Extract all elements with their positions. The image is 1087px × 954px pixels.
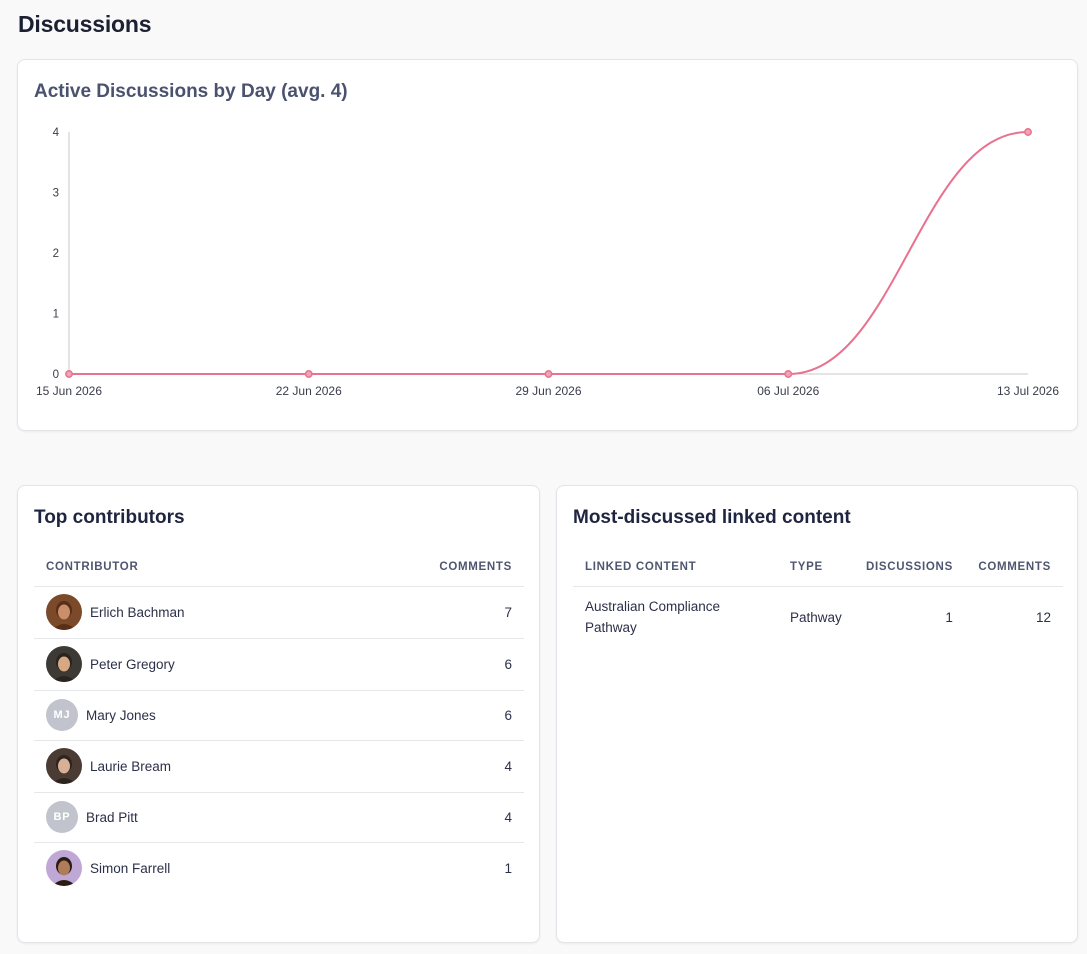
contributor-comments: 1 xyxy=(504,860,512,876)
linked-content-discussions: 1 xyxy=(945,609,953,625)
contributor-person: Erlich Bachman xyxy=(46,594,329,630)
type-column-header[interactable]: TYPE xyxy=(778,549,854,587)
user-photo-avatar xyxy=(46,594,82,630)
contributor-person: BP Brad Pitt xyxy=(46,801,329,833)
linked-content-comments: 12 xyxy=(1035,609,1051,625)
contributor-cell: MJ Mary Jones xyxy=(34,690,342,741)
linked-content-card: Most-discussed linked content LINKED CON… xyxy=(556,485,1078,943)
contributor-row[interactable]: BP Brad Pitt 4 xyxy=(34,792,524,843)
x-tick-label: 13 Jul 2026 xyxy=(997,384,1059,398)
x-tick-label: 06 Jul 2026 xyxy=(757,384,819,398)
x-tick-label: 22 Jun 2026 xyxy=(276,384,342,398)
contributor-name[interactable]: Erlich Bachman xyxy=(90,604,185,620)
contributor-comments: 6 xyxy=(341,690,524,741)
top-contributors-title: Top contributors xyxy=(34,507,185,528)
contributor-cell: Peter Gregory xyxy=(34,638,342,691)
discussions-column-header[interactable]: DISCUSSIONS xyxy=(854,549,965,587)
y-tick-label: 2 xyxy=(53,248,59,260)
contributor-name[interactable]: Laurie Bream xyxy=(90,758,172,774)
chart-title: Active Discussions by Day (avg. 4) xyxy=(34,81,348,102)
contributor-person: MJ Mary Jones xyxy=(46,699,329,731)
contributor-person: Laurie Bream xyxy=(46,748,329,784)
linked-content-table: LINKED CONTENT TYPE DISCUSSIONS COMMENTS… xyxy=(573,549,1063,648)
linked-content-title: Most-discussed linked content xyxy=(573,507,851,528)
user-photo-avatar xyxy=(46,850,82,887)
contributor-name[interactable]: Peter Gregory xyxy=(90,656,175,672)
contributor-person: Peter Gregory xyxy=(46,646,329,682)
linked-content-column-header[interactable]: LINKED CONTENT xyxy=(573,549,778,587)
contributor-row[interactable]: Erlich Bachman 7 xyxy=(34,586,524,639)
contributor-name[interactable]: Mary Jones xyxy=(86,707,156,723)
linked-comments-column-header[interactable]: COMMENTS xyxy=(964,549,1063,587)
contributor-comments: 4 xyxy=(341,740,524,793)
contributor-cell: BP Brad Pitt xyxy=(34,792,342,843)
y-tick-label: 3 xyxy=(53,188,59,200)
contributor-row[interactable]: MJ Mary Jones 6 xyxy=(34,690,524,741)
y-tick-label: 4 xyxy=(53,127,60,139)
active-discussions-chart-card: Active Discussions by Day (avg. 4) 0 1 2 3 4… xyxy=(17,59,1078,431)
user-photo-avatar xyxy=(46,646,82,682)
linked-content-name[interactable]: Australian Compliance Pathway xyxy=(585,599,721,636)
contributor-name[interactable]: Brad Pitt xyxy=(86,809,138,825)
y-tick-label: 0 xyxy=(53,369,59,381)
initials-avatar: MJ xyxy=(46,699,78,731)
contributor-person: Simon Farrell xyxy=(46,850,329,887)
series-line xyxy=(69,131,1029,375)
page-title: Discussions xyxy=(18,11,152,37)
contributor-comments: 7 xyxy=(341,586,524,639)
linked-content-row[interactable]: Australian Compliance Pathway Pathway 1 … xyxy=(573,586,1063,648)
data-point[interactable] xyxy=(65,370,73,378)
contributor-row[interactable]: Simon Farrell 1 xyxy=(34,842,524,894)
contributor-cell: Simon Farrell xyxy=(34,842,341,894)
contributor-name[interactable]: Simon Farrell xyxy=(90,860,171,876)
line-chart: 0 1 2 3 4 15 Jun 2026 22 Jun 2026 29 Jun 2026 06… xyxy=(36,127,1059,398)
y-tick-label: 1 xyxy=(53,309,59,321)
initials-avatar: BP xyxy=(46,801,78,833)
contributor-cell: Laurie Bream xyxy=(34,740,342,793)
data-point[interactable] xyxy=(544,370,553,378)
contributor-row[interactable]: Laurie Bream 4 xyxy=(34,740,524,793)
user-photo-avatar xyxy=(46,748,82,784)
contributors-table: CONTRIBUTOR COMMENTS Erlich Bachman 7 Pete… xyxy=(34,549,524,894)
data-point[interactable] xyxy=(304,370,313,378)
comments-column-header[interactable]: COMMENTS xyxy=(341,549,524,587)
x-tick-label: 29 Jun 2026 xyxy=(515,384,581,398)
top-contributors-card: Top contributors CONTRIBUTOR COMMENTS Er… xyxy=(17,485,540,943)
data-point[interactable] xyxy=(1024,128,1032,136)
contributor-column-header[interactable]: CONTRIBUTOR xyxy=(34,549,342,587)
contributor-comments: 4 xyxy=(341,792,524,843)
linked-content-type: Pathway xyxy=(790,609,842,625)
contributor-comments: 6 xyxy=(341,638,524,691)
contributor-row[interactable]: Peter Gregory 6 xyxy=(34,638,524,691)
x-tick-label: 15 Jun 2026 xyxy=(36,384,102,398)
contributor-cell: Erlich Bachman xyxy=(34,586,342,639)
data-point[interactable] xyxy=(784,370,793,378)
